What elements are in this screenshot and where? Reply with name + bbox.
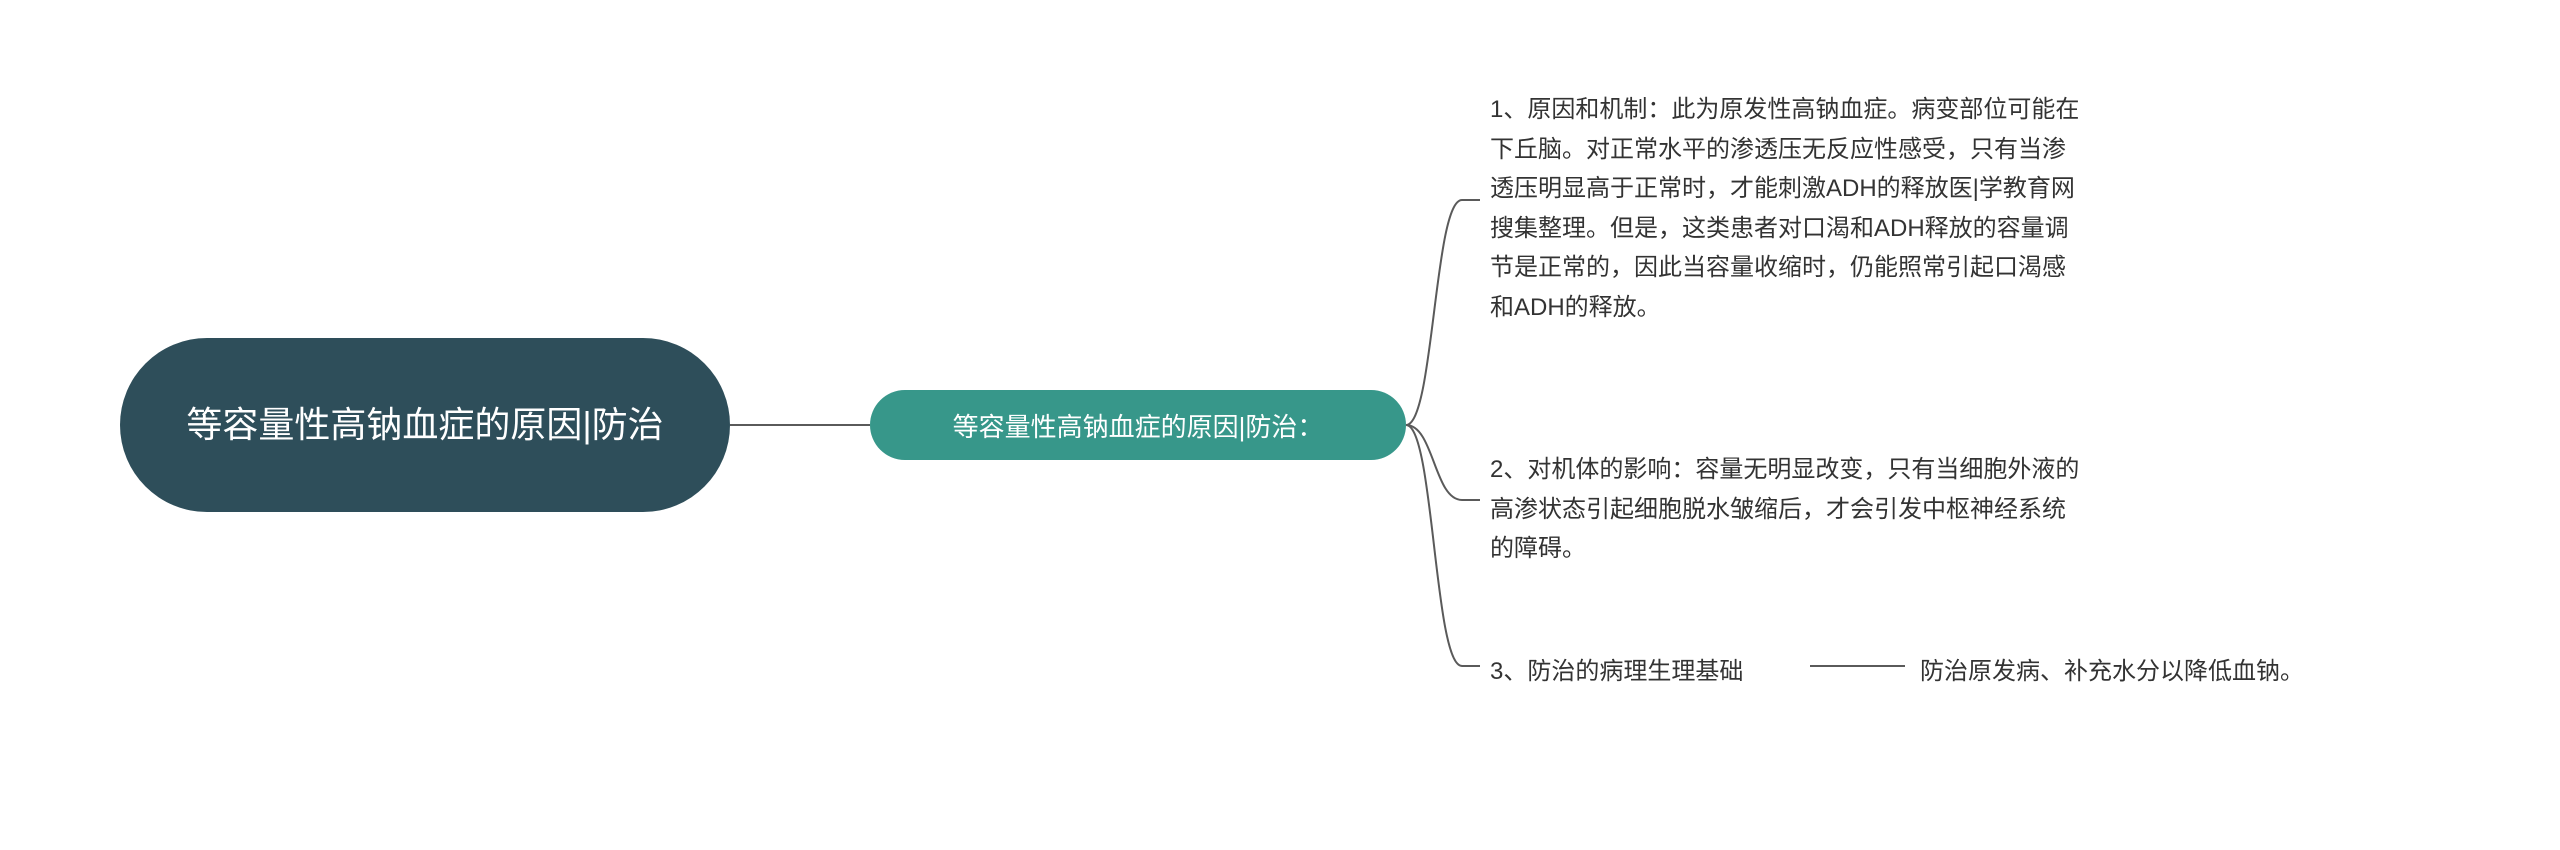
leaf-2-text: 2、对机体的影响：容量无明显改变，只有当细胞外液的高渗状态引起细胞脱水皱缩后，才… <box>1490 456 2079 562</box>
leaf-3-detail: 防治原发病、补充水分以降低血钠。 <box>1920 652 2400 692</box>
leaf-3: 3、防治的病理生理基础 <box>1490 652 1820 692</box>
root-label: 等容量性高钠血症的原因|防治 <box>186 398 663 452</box>
leaf-2: 2、对机体的影响：容量无明显改变，只有当细胞外液的高渗状态引起细胞脱水皱缩后，才… <box>1490 450 2080 569</box>
leaf-1: 1、原因和机制：此为原发性高钠血症。病变部位可能在下丘脑。对正常水平的渗透压无反… <box>1490 90 2080 328</box>
sub-label: 等容量性高钠血症的原因|防治： <box>953 407 1324 444</box>
leaf-3-detail-text: 防治原发病、补充水分以降低血钠。 <box>1920 658 2304 685</box>
root-node: 等容量性高钠血症的原因|防治 <box>120 338 730 512</box>
leaf-1-text: 1、原因和机制：此为原发性高钠血症。病变部位可能在下丘脑。对正常水平的渗透压无反… <box>1490 96 2079 321</box>
sub-node: 等容量性高钠血症的原因|防治： <box>870 390 1406 460</box>
leaf-3-text: 3、防治的病理生理基础 <box>1490 658 1743 685</box>
